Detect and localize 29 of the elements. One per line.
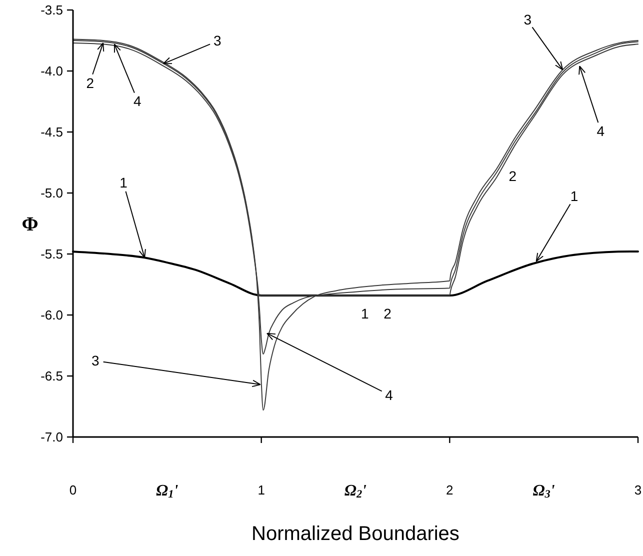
annotation: 4 [385,387,394,404]
x-tick-label: 1 [258,482,265,498]
x-tick-label: Ω$_{1}$' [156,482,179,501]
x-tick-label: 0 [69,482,77,498]
y-tick-label: -3.5 [40,2,63,18]
annotation: 2 [384,305,392,322]
y-tick-label: -6.0 [40,308,63,323]
x-tick-label: Ω$_{3}$' [532,482,556,501]
y-tick-label: -5.0 [40,186,63,201]
annotation: 1 [570,188,578,204]
x-axis-title: Normalized Boundaries [252,523,460,545]
y-tick-label: -4.5 [40,124,63,140]
y-tick-label: -6.5 [40,368,63,384]
y-tick-label: -7.0 [40,430,63,445]
annotation: 3 [214,32,222,49]
y-tick-label: -4.0 [40,64,63,79]
annotation: 3 [524,12,532,28]
annotation: 2 [508,168,517,184]
annotation: 3 [91,352,100,368]
x-tick-label: Ω$_{2}$' [344,482,368,501]
y-tick-label: -5.5 [40,246,63,262]
annotation: 4 [596,123,605,140]
annotation: 1 [361,305,370,322]
x-tick-label: 3 [634,482,642,498]
annotation: 1 [120,174,128,191]
x-tick-label: 2 [446,482,454,498]
annotation: 2 [86,74,94,91]
y-axis-title: Φ [22,214,38,236]
annotation: 4 [134,93,142,110]
